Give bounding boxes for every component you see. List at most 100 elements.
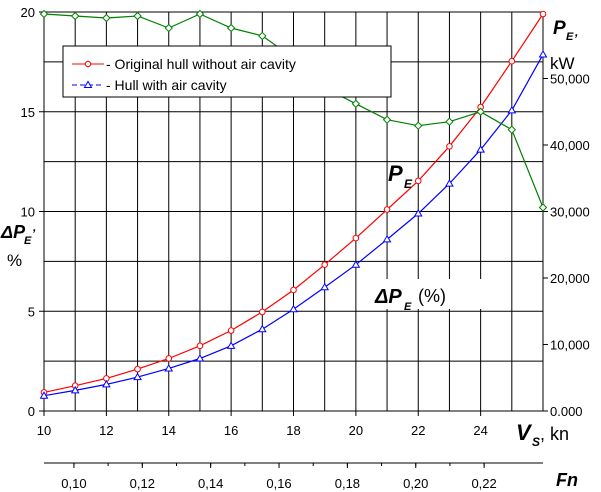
x-tick-label: 14 [162,423,176,438]
series-air-cavity-hull-point [70,385,80,394]
series-power-reduction-point [382,115,392,124]
series-original-hull-point [383,206,391,213]
dpe-annotation-bg [372,279,492,309]
series-original-hull-point [321,261,328,269]
series-power-reduction-point [164,23,173,33]
x-axis-title-sub: S [532,435,540,449]
series-original-hull-point [165,355,173,362]
left-axis-title-comma: , [32,220,36,234]
series-air-cavity-hull-point [164,363,174,372]
left-tick-label: 20 [21,5,35,20]
right-axis-title: P E , kW [550,18,578,73]
legend-label-original: - Original hull without air cavity [106,56,296,72]
series-original-hull-point [508,57,516,65]
series-power-reduction-point [226,23,236,33]
series-air-cavity-hull-point [351,260,361,268]
series-air-cavity-hull-point [538,50,548,58]
series-original-hull-point [134,365,141,373]
left-tick-label: 0 [28,404,35,419]
series-power-reduction-point [445,117,454,126]
series-power-reduction-point [507,125,517,134]
right-axis-title-sub: E [566,31,574,43]
legend-box [62,45,392,98]
right-tick-label: 30,000 [550,205,590,220]
pe-annotation-main: P [388,161,403,186]
fn-tick-label: 0,18 [335,476,360,491]
fn-tick-label: 0,20 [403,476,428,491]
right-tick-label: 10,000 [550,338,590,353]
series-power-reduction-point [351,99,361,108]
series-original-hull-point [414,177,422,185]
series-original-hull-point [196,342,204,350]
fn-axis-ticks: 0,10 0,12 0,14 0,16 0,18 0,20 0,22 [61,463,497,491]
series-power-reduction-point [258,31,267,41]
series-air-cavity-hull-point [413,209,423,217]
series-power-reduction-point [39,9,49,19]
x-axis-title: V S , kn [516,420,569,449]
left-axis-title: ΔP E , % [0,220,36,270]
right-axis-unit: kW [550,54,575,73]
fn-tick-label: 0,16 [266,476,291,491]
x-tick-label: 18 [286,423,300,438]
series-air-cavity-hull-point [289,304,298,313]
fn-tick-label: 0,22 [471,476,496,491]
x-tick-label: 12 [99,423,113,438]
series-original-hull-point [259,308,266,316]
series-power-reduction-point [70,11,80,21]
series-air-cavity-hull-point [507,105,517,114]
fn-tick-label: 0,10 [61,476,86,491]
x-tick-label: 20 [349,423,363,438]
series-power-reduction-point [476,107,485,116]
series-air-cavity-hull-point [226,341,236,349]
legend: - Original hull without air cavity - Hul… [62,45,392,98]
series-power-reduction-point [538,203,548,212]
fn-tick-label: 0,14 [198,476,223,491]
dpe-annotation-unit: (%) [418,286,446,306]
series-original-hull-point [290,286,297,294]
fn-axis-title: Fn [556,470,578,490]
tick-layer: 10 12 14 16 18 20 22 24 0 5 10 15 20 0.000 10,000 20,00… [21,5,590,438]
right-tick-label: 50,000 [550,72,590,87]
right-axis-title-comma: , [574,25,578,39]
fn-tick-label: 0,12 [130,476,155,491]
left-axis-unit: % [7,251,22,270]
series-air-cavity-hull-point [133,372,142,381]
left-tick-label: 5 [28,304,35,319]
legend-marker-original [84,60,92,68]
left-axis-title-main: ΔP [0,222,26,242]
series-power-reduction-point [133,11,142,21]
series-original-hull-point [352,234,360,242]
dpe-annotation-sub: E [404,301,412,313]
right-tick-label: 40,000 [550,138,590,153]
series-original-hull-point [227,327,235,334]
series-air-cavity-hull-point [320,282,330,291]
right-tick-label: 0.000 [550,404,583,419]
left-tick-label: 10 [21,205,35,220]
markers-layer [39,9,548,399]
series-air-cavity-hull-point [476,145,485,153]
legend-marker-cavity [83,80,93,88]
x-tick-label: 10 [37,423,51,438]
series-power-reduction-point [414,121,423,130]
legend-label-cavity: - Hull with air cavity [106,77,227,93]
right-tick-label: 20,000 [550,271,590,286]
series-air-cavity-hull-point [382,234,392,243]
pe-annotation-sub: E [404,177,413,191]
series-air-cavity-hull-point [195,353,205,362]
pe-annotation: P E [388,161,413,191]
series-air-cavity-hull-point [445,179,454,187]
series-original-hull-point [539,10,547,18]
series-air-cavity-hull-point [102,379,111,388]
left-tick-label: 15 [21,105,35,120]
series-air-cavity-hull-point [257,324,267,333]
dpe-annotation: ΔP E (%) [372,279,492,313]
x-axis-title-unit: , kn [540,424,569,444]
series-power-reduction-point [195,9,205,19]
x-tick-label: 24 [473,423,487,438]
series-original-hull-point [446,143,453,150]
left-axis-title-sub: E [24,235,32,247]
x-axis-title-main: V [516,420,533,445]
x-tick-label: 22 [411,423,425,438]
